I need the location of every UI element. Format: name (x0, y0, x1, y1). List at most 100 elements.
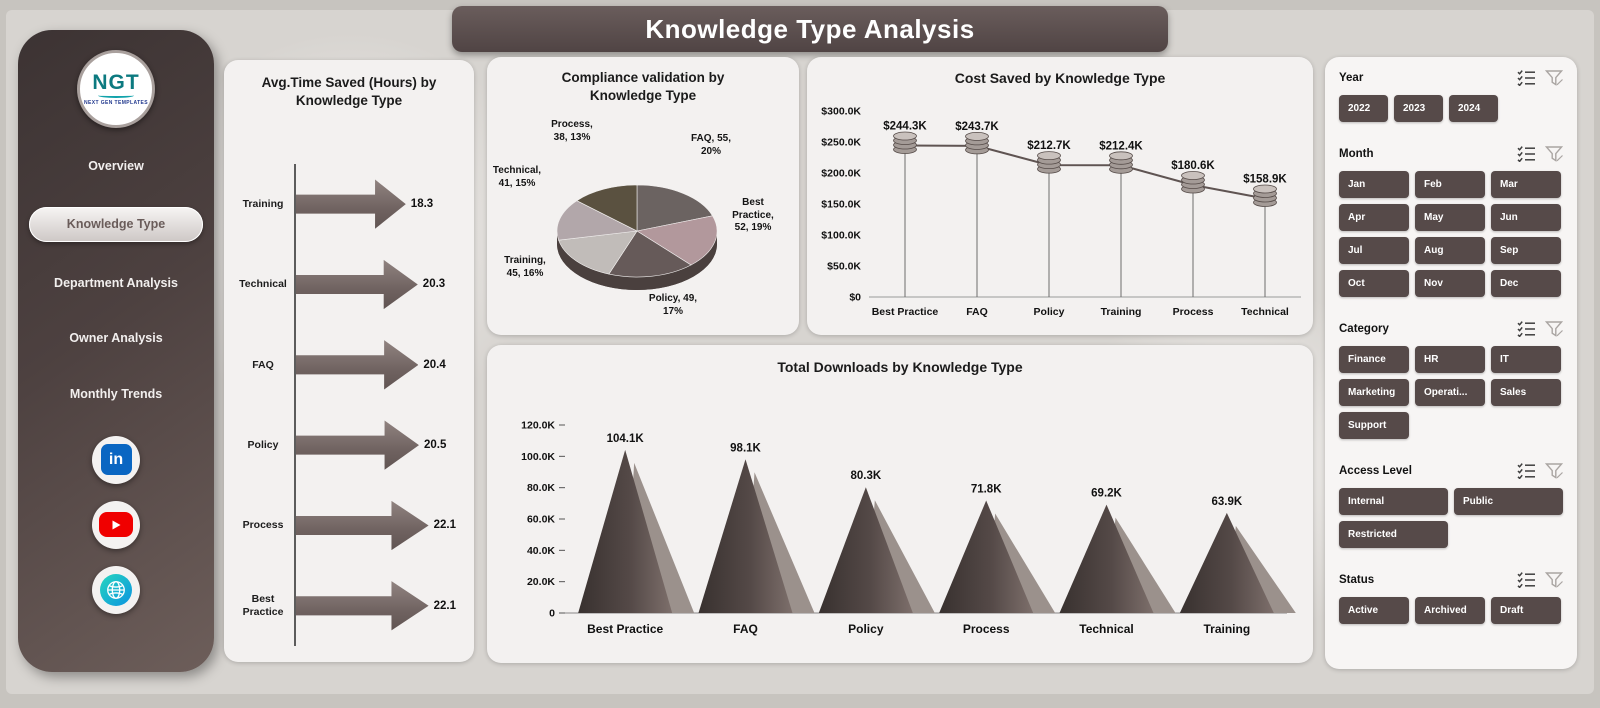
filter-option-public[interactable]: Public (1454, 488, 1563, 515)
clear-filter-icon[interactable] (1545, 69, 1563, 86)
filter-section-month: Month Jan Feb Mar Apr May Jun Jul Aug Sep Oct Nov De… (1339, 145, 1563, 297)
sidebar-nav: Overview Knowledge Type Department Analysi… (18, 152, 214, 408)
filter-option-mar[interactable]: Mar (1491, 171, 1561, 198)
downloads-chart-svg: 0 20.0K 40.0K 60.0K 80.0K 100.0K 120.0K 104.1K B… (521, 420, 1296, 636)
arrow-row: FAQ 20.4 (232, 324, 470, 405)
sidebar-item-monthly-trends[interactable]: Monthly Trends (69, 386, 163, 401)
avg-time-saved-card: Avg.Time Saved (Hours) by Knowledge Type… (224, 60, 474, 662)
arrow-bar[interactable] (296, 340, 419, 390)
filter-option-dec[interactable]: Dec (1491, 270, 1561, 297)
clear-filter-icon[interactable] (1545, 571, 1563, 588)
sidebar-item-knowledge-type[interactable]: Knowledge Type (29, 207, 203, 242)
chart-text: 100.0K (521, 451, 555, 463)
arrow-bar[interactable] (296, 420, 419, 470)
cone-bar-process[interactable] (939, 500, 1034, 613)
arrow-bar[interactable] (296, 179, 406, 229)
coin-stack-marker[interactable] (965, 132, 989, 155)
pie-slice-process[interactable] (576, 184, 638, 232)
website-link[interactable] (92, 565, 140, 614)
multi-select-icon[interactable] (1517, 320, 1536, 337)
multi-select-icon[interactable] (1517, 462, 1536, 479)
filter-option-restricted[interactable]: Restricted (1339, 521, 1448, 548)
chart-text: $212.4K (1099, 140, 1143, 152)
filter-option-operati[interactable]: Operati... (1415, 379, 1485, 406)
filter-option-active[interactable]: Active (1339, 597, 1409, 624)
sidebar-item-department-analysis[interactable]: Department Analysis (54, 275, 178, 290)
pie-label-training: Training, 45, 16% (504, 255, 546, 279)
filter-option-feb[interactable]: Feb (1415, 171, 1485, 198)
filter-option-hr[interactable]: HR (1415, 346, 1485, 373)
chart-text: Process (963, 622, 1010, 636)
chart-text: 69.2K (1091, 488, 1122, 500)
arrow-zone: 18.3 (294, 164, 470, 245)
arrow-bar[interactable] (296, 259, 418, 310)
filter-options: Active Archived Draft (1339, 597, 1563, 624)
filter-section-year: Year 2022 2023 2024 (1339, 69, 1563, 122)
arrow-row: Technical 20.3 (232, 244, 470, 325)
sidebar-item-owner-analysis[interactable]: Owner Analysis (69, 331, 163, 346)
pie-label-policy: Policy, 49, 17% (648, 293, 698, 317)
chart-text: Process (1173, 306, 1214, 318)
cone-bar-faq[interactable] (698, 459, 793, 613)
filter-option-it[interactable]: IT (1491, 346, 1561, 373)
youtube-link[interactable] (92, 500, 140, 549)
clear-filter-icon[interactable] (1545, 145, 1563, 162)
filter-section-icons (1517, 462, 1563, 479)
coin-stack-marker[interactable] (893, 131, 917, 154)
sidebar-item-overview[interactable]: Overview (88, 159, 144, 173)
chart-text: $150.0K (821, 199, 861, 211)
arrow-bar[interactable] (296, 500, 429, 551)
pie-slice-best-practice[interactable] (636, 215, 718, 266)
filter-option-2022[interactable]: 2022 (1339, 95, 1388, 122)
filter-section-header: Category (1339, 320, 1563, 337)
filter-option-may[interactable]: May (1415, 204, 1485, 231)
filter-option-internal[interactable]: Internal (1339, 488, 1448, 515)
filter-option-sales[interactable]: Sales (1491, 379, 1561, 406)
filter-option-aug[interactable]: Aug (1415, 237, 1485, 264)
filter-option-2024[interactable]: 2024 (1449, 95, 1498, 122)
linkedin-link[interactable]: in (92, 435, 140, 484)
multi-select-icon[interactable] (1517, 145, 1536, 162)
coin-stack-marker[interactable] (1181, 171, 1205, 194)
filter-section-title: Category (1339, 322, 1389, 335)
pie-slice-training[interactable] (558, 230, 638, 275)
multi-select-icon[interactable] (1517, 571, 1536, 588)
filter-option-archived[interactable]: Archived (1415, 597, 1485, 624)
cone-bar-training[interactable] (1179, 512, 1274, 613)
filter-option-finance[interactable]: Finance (1339, 346, 1409, 373)
header-banner: Knowledge Type Analysis (452, 6, 1168, 52)
clear-filter-icon[interactable] (1545, 462, 1563, 479)
cone-bar-best-practice[interactable] (578, 449, 673, 613)
filter-option-apr[interactable]: Apr (1339, 204, 1409, 231)
chart-text: FAQ (966, 306, 988, 318)
filter-option-nov[interactable]: Nov (1415, 270, 1485, 297)
filter-option-oct[interactable]: Oct (1339, 270, 1409, 297)
coin-stack-marker[interactable] (1109, 151, 1133, 174)
filter-panel: Year 2022 2023 2024 Month Jan Feb Mar Apr May Jun J… (1325, 57, 1577, 669)
filter-option-2023[interactable]: 2023 (1394, 95, 1443, 122)
filter-option-marketing[interactable]: Marketing (1339, 379, 1409, 406)
chart-text: Training (1203, 622, 1250, 636)
cost-line (904, 144, 1266, 200)
filter-option-jul[interactable]: Jul (1339, 237, 1409, 264)
coin-stack-marker[interactable] (1037, 151, 1061, 174)
arrow-category-label: Training (242, 197, 284, 210)
total-downloads-card: Total Downloads by Knowledge Type 0 20.0K… (487, 345, 1313, 663)
arrow-bar[interactable] (296, 581, 429, 631)
filter-option-support[interactable]: Support (1339, 412, 1409, 439)
pie-slice-technical[interactable] (556, 200, 639, 241)
cone-bar-policy[interactable] (818, 487, 913, 613)
filter-option-draft[interactable]: Draft (1491, 597, 1561, 624)
multi-select-icon[interactable] (1517, 69, 1536, 86)
pie-slice-policy[interactable] (608, 230, 692, 278)
arrow-category-label: FAQ (252, 358, 274, 371)
chart-text: $50.0K (827, 261, 861, 273)
arrow-category-label: Process (242, 519, 284, 532)
filter-option-jun[interactable]: Jun (1491, 204, 1561, 231)
filter-option-jan[interactable]: Jan (1339, 171, 1409, 198)
filter-option-sep[interactable]: Sep (1491, 237, 1561, 264)
arrow-row: Training 18.3 (232, 164, 470, 245)
coin-stack-marker[interactable] (1253, 184, 1277, 207)
cone-bar-technical[interactable] (1059, 504, 1154, 613)
clear-filter-icon[interactable] (1545, 320, 1563, 337)
